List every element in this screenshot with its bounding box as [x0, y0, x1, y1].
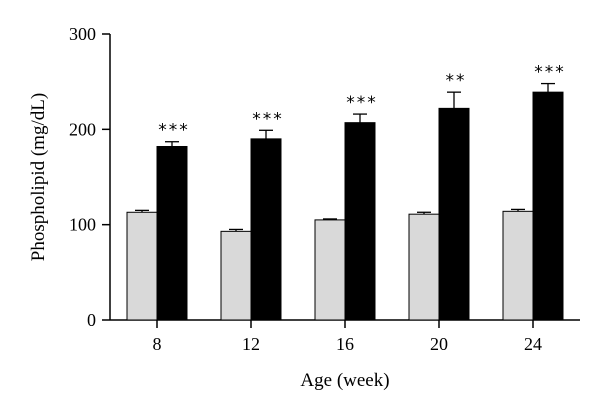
x-tick-label: 20 — [430, 334, 448, 354]
x-tick-label: 16 — [336, 334, 354, 354]
y-tick-label: 300 — [69, 24, 96, 44]
bar — [126, 211, 158, 321]
bar — [532, 91, 564, 321]
bar — [408, 213, 440, 321]
bar — [438, 107, 470, 321]
bar — [344, 122, 376, 321]
x-tick-label: 24 — [524, 334, 542, 354]
y-tick-label: 100 — [69, 215, 96, 235]
bar — [220, 230, 252, 321]
significance-label: *** — [158, 121, 190, 141]
significance-markers: *********** *** — [158, 63, 566, 141]
bar — [156, 145, 188, 321]
x-axis-title: Age (week) — [300, 370, 389, 391]
bar — [502, 210, 534, 321]
significance-label: *** — [534, 63, 566, 83]
significance-label: *** — [252, 109, 284, 129]
y-tick-label: 0 — [87, 310, 96, 330]
y-tick-label: 200 — [69, 119, 96, 139]
x-tick-label: 8 — [153, 334, 162, 354]
significance-label: ** — [446, 71, 467, 91]
bar-series — [126, 91, 564, 321]
axis-ticks: 0 100 200 300 8 12 16 20 24 — [69, 24, 542, 354]
error-bars — [135, 82, 555, 232]
bar — [250, 138, 282, 321]
significance-label: *** — [346, 93, 378, 113]
y-axis-title: Phospholipid (mg/dL) — [28, 93, 49, 261]
x-tick-label: 12 — [242, 334, 260, 354]
bar — [314, 219, 346, 321]
